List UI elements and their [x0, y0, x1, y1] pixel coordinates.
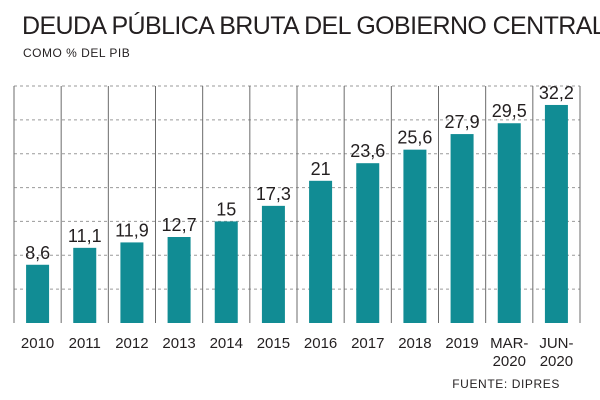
category-label: 2020 — [493, 353, 526, 370]
value-label: 25,6 — [397, 128, 432, 148]
value-label: 29,5 — [492, 101, 527, 121]
category-label: 2012 — [115, 335, 148, 352]
value-label: 8,6 — [25, 243, 50, 263]
bar — [214, 221, 238, 323]
labels-layer: 8,6 2010 11,1 2011 11,9 2012 12,7 2013 15 2014 17,… — [21, 83, 574, 370]
chart-title: DEUDA PÚBLICA BRUTA DEL GOBIERNO CENTRAL — [22, 12, 600, 40]
value-label: 15 — [216, 199, 236, 219]
category-label: 2014 — [210, 335, 243, 352]
value-label: 23,6 — [350, 141, 385, 161]
category-label: 2013 — [162, 335, 195, 352]
category-label: 2011 — [69, 335, 101, 352]
value-label: 17,3 — [256, 184, 291, 204]
value-label: 12,7 — [162, 215, 197, 235]
grid-layer — [13, 85, 581, 323]
category-label: 2016 — [304, 335, 337, 352]
bar — [309, 180, 333, 323]
value-label: 11,9 — [115, 220, 149, 240]
category-label: 2018 — [398, 335, 431, 352]
category-label: JUN- — [539, 335, 573, 352]
category-label: 2015 — [257, 335, 290, 352]
bar — [73, 247, 97, 323]
bar — [356, 163, 380, 323]
bar — [403, 149, 427, 323]
category-label: 2020 — [540, 353, 573, 370]
bar — [167, 237, 191, 323]
category-label: 2017 — [351, 335, 384, 352]
chart-subtitle: COMO % DEL PIB — [23, 46, 131, 60]
value-label: 32,2 — [539, 83, 574, 103]
bar — [26, 264, 50, 323]
value-label: 21 — [311, 159, 331, 179]
value-label: 27,9 — [445, 112, 480, 132]
bar — [450, 134, 474, 323]
source-note: FUENTE: DIPRES — [452, 377, 560, 391]
bars-layer — [26, 104, 568, 324]
category-label: MAR- — [490, 335, 528, 352]
bar — [497, 123, 521, 323]
category-label: 2019 — [445, 335, 478, 352]
bar — [261, 205, 285, 323]
bar — [120, 242, 144, 323]
bar — [544, 104, 568, 324]
value-label: 11,1 — [68, 226, 102, 246]
category-label: 2010 — [21, 335, 54, 352]
